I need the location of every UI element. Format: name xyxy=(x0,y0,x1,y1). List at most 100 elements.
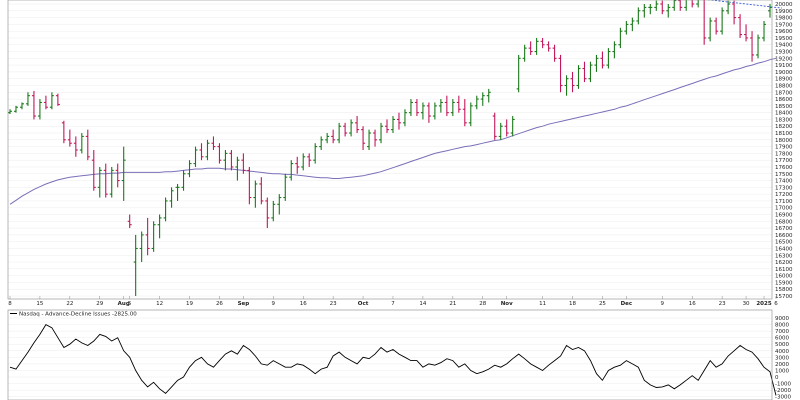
y-tick-label: 17500 xyxy=(775,172,793,178)
x-tick-label: 16 xyxy=(689,301,696,307)
x-tick-label: 16 xyxy=(300,301,307,307)
ohlc-bar xyxy=(175,183,180,201)
y-tick-label: 16800 xyxy=(775,219,793,225)
moving-average-series xyxy=(9,57,777,205)
ohlc-bar xyxy=(762,20,767,42)
x-tick-label: Aug xyxy=(118,301,130,307)
ohlc-bar xyxy=(127,214,132,229)
y-tick-label: 7000 xyxy=(775,329,789,335)
ohlc-bar xyxy=(91,150,96,191)
ohlc-bar xyxy=(636,7,641,25)
y-tick-label: 17600 xyxy=(775,165,793,171)
ohlc-bar xyxy=(25,92,30,106)
ohlc-bar xyxy=(319,136,324,150)
ohlc-bar xyxy=(259,177,264,205)
ohlc-bar xyxy=(289,160,294,181)
y-tick-label: 9000 xyxy=(775,316,789,322)
ohlc-bar xyxy=(139,231,144,263)
x-tick-label: 11 xyxy=(539,301,546,307)
y-tick-label: 5000 xyxy=(775,342,789,348)
y-tick-label: 18100 xyxy=(775,131,793,137)
ohlc-bar xyxy=(456,95,461,113)
indicator-panel-grid xyxy=(8,317,772,397)
ohlc-bar xyxy=(13,105,18,113)
y-tick-label: -3000 xyxy=(775,395,791,400)
ohlc-bar xyxy=(145,217,150,256)
ohlc-bar xyxy=(691,0,695,8)
ohlc-bar xyxy=(73,136,78,157)
ohlc-bar xyxy=(486,88,491,103)
ohlc-bar xyxy=(642,4,647,18)
x-tick-label: 23 xyxy=(719,301,726,307)
ohlc-bar xyxy=(426,102,431,123)
ohlc-bar xyxy=(385,119,390,134)
x-tick-label: 15 xyxy=(36,301,43,307)
y-tick-label: 19200 xyxy=(775,56,793,62)
y-tick-label: 19000 xyxy=(775,70,793,76)
ohlc-bar xyxy=(408,99,413,117)
ohlc-bar xyxy=(205,139,210,161)
ohlc-bar xyxy=(349,119,354,137)
ohlc-bar xyxy=(498,122,503,140)
ohlc-bar xyxy=(390,116,395,134)
y-tick-label: 19600 xyxy=(775,29,793,35)
x-tick-label: 2025 xyxy=(756,301,771,307)
y-tick-label: 3000 xyxy=(775,355,789,361)
ohlc-bar xyxy=(510,116,515,137)
advance-decline-series xyxy=(9,324,777,396)
ohlc-bar xyxy=(726,0,731,15)
x-tick-label: 30 xyxy=(743,301,750,307)
price-axis: 2000019900198001970019600195001940019300… xyxy=(775,2,793,300)
ohlc-bar xyxy=(396,112,401,130)
ohlc-bar xyxy=(468,102,473,127)
ohlc-bar xyxy=(55,93,60,106)
y-tick-label: 18500 xyxy=(775,104,793,110)
ohlc-bar xyxy=(534,37,539,55)
y-tick-label: 15900 xyxy=(775,280,793,286)
price-panel-frame xyxy=(7,0,773,300)
ohlc-bar xyxy=(480,92,485,106)
ohlc-bar xyxy=(744,24,749,42)
y-tick-label: 16300 xyxy=(775,253,793,259)
ohlc-bar xyxy=(600,51,605,69)
ohlc-bar xyxy=(588,61,593,83)
x-tick-label: Nov xyxy=(501,301,513,307)
y-tick-label: 18600 xyxy=(775,97,793,103)
x-tick-label: 22 xyxy=(66,301,73,307)
ohlc-bar xyxy=(283,173,288,201)
x-tick-label: 25 xyxy=(599,301,606,307)
price-panel-grid xyxy=(8,3,772,297)
y-tick-label: 19300 xyxy=(775,50,793,56)
ohlc-bar xyxy=(325,133,330,144)
y-tick-label: 16900 xyxy=(775,213,793,219)
ohlc-bar xyxy=(19,102,24,110)
y-tick-label: 15700 xyxy=(775,294,793,300)
ohlc-bar xyxy=(367,129,372,150)
ohlc-bar xyxy=(540,37,545,49)
y-tick-label: 18200 xyxy=(775,124,793,130)
ohlc-bar xyxy=(109,166,114,198)
y-tick-label: 16000 xyxy=(775,274,793,280)
y-tick-label: 16500 xyxy=(775,240,793,246)
x-tick-label: 8 xyxy=(8,301,12,307)
y-tick-label: 19900 xyxy=(775,9,793,15)
ohlc-bar xyxy=(313,143,318,164)
y-tick-label: 18900 xyxy=(775,77,793,83)
ohlc-bar xyxy=(558,54,563,93)
ohlc-bar xyxy=(696,0,699,8)
y-tick-label: 16400 xyxy=(775,246,793,252)
ohlc-bar xyxy=(444,95,449,117)
ohlc-bar xyxy=(672,0,677,11)
ohlc-bar xyxy=(738,14,743,38)
ohlc-bar xyxy=(438,99,443,113)
ohlc-bar xyxy=(115,163,120,188)
ohlc-bar xyxy=(420,102,425,120)
ohlc-bar xyxy=(223,150,228,171)
y-tick-label: 19100 xyxy=(775,63,793,69)
ohlc-bar xyxy=(157,214,162,239)
ohlc-bar xyxy=(361,126,366,150)
ohlc-bar xyxy=(606,48,611,69)
ohlc-bar xyxy=(570,71,575,93)
ohlc-bar xyxy=(121,146,126,201)
